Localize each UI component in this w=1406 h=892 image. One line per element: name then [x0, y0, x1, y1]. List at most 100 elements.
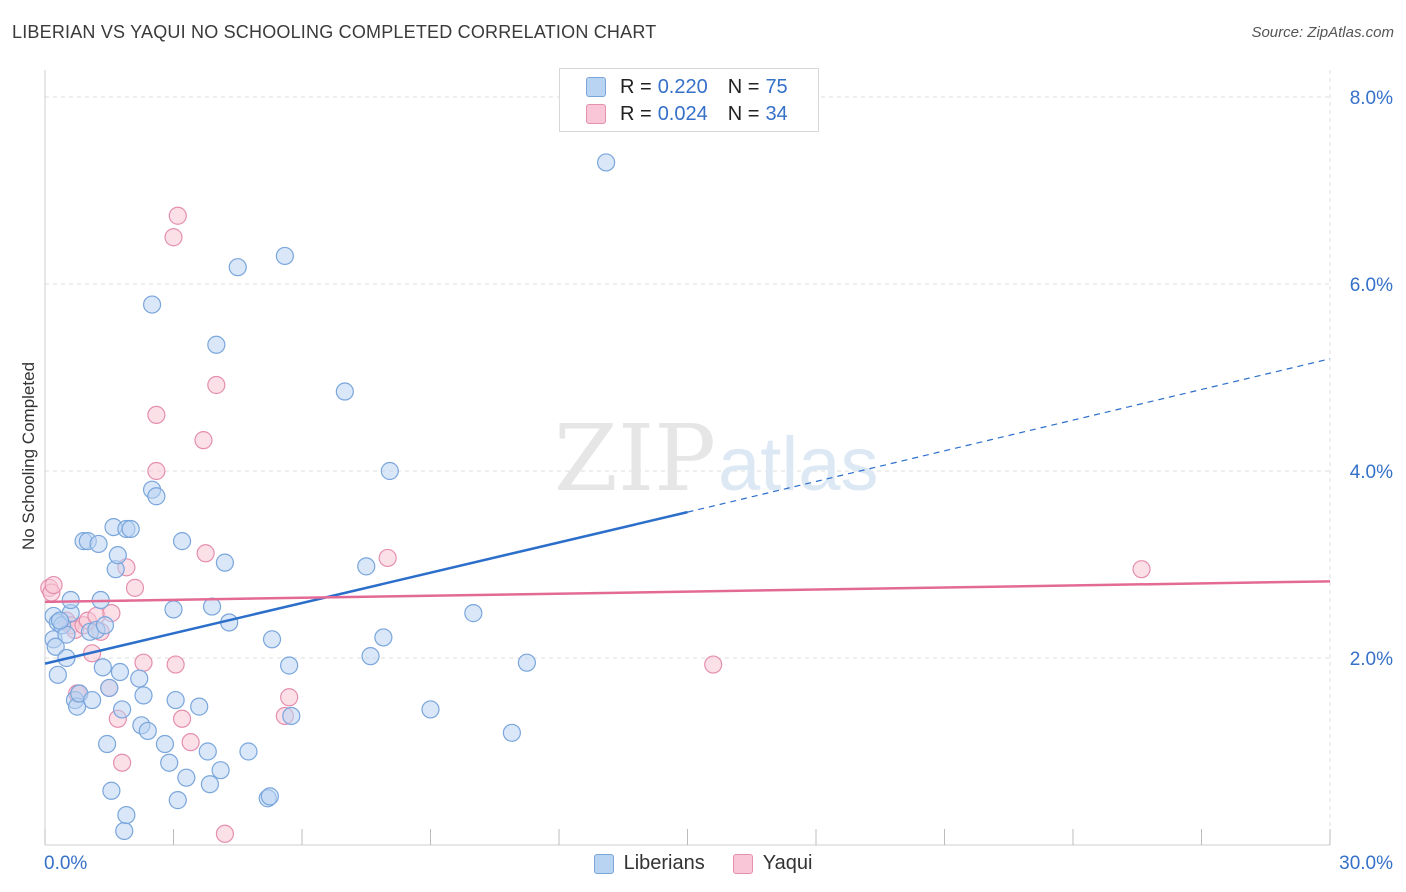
liberians-point: [190, 697, 209, 716]
liberians-point: [110, 662, 130, 682]
yaqui-point: [168, 206, 187, 225]
liberians-point: [228, 258, 247, 277]
liberians-point: [89, 534, 108, 554]
liberians-point: [502, 723, 521, 742]
axes: [44, 70, 1331, 846]
liberians-point: [260, 787, 279, 806]
liberians-point: [168, 791, 187, 810]
r-value: 0.024: [657, 102, 708, 125]
liberians-point: [335, 382, 354, 401]
yaqui-point: [147, 405, 166, 424]
liberians-point: [115, 821, 134, 841]
yaqui-swatch: [586, 104, 606, 124]
liberians-point: [421, 700, 440, 719]
liberians-point: [61, 590, 80, 610]
liberians-point: [357, 557, 376, 576]
x-tick-label-max: 30.0%: [1339, 853, 1393, 874]
liberians-point: [112, 700, 132, 719]
legend-item-yaqui[interactable]: Yaqui: [732, 852, 813, 875]
liberians-point: [155, 734, 175, 754]
yaqui-point: [164, 228, 183, 247]
series-legend: Liberians Yaqui: [0, 852, 1406, 875]
liberians-point: [95, 616, 115, 635]
n-label: N =: [727, 102, 760, 125]
stats-legend-row-yaqui: R = 0.024 N = 34: [586, 102, 788, 126]
liberians-point: [164, 600, 183, 619]
yaqui-point: [172, 709, 192, 728]
liberians-point: [130, 669, 149, 688]
y-tick-label: 8.0%: [1350, 88, 1393, 109]
stats-legend-row-liberians: R = 0.220 N = 75: [586, 75, 788, 99]
yaqui-point: [166, 655, 185, 674]
x-tick-label-min: 0.0%: [44, 853, 87, 874]
liberians-legend-swatch: [593, 853, 614, 874]
liberians-point: [50, 611, 70, 630]
liberians-swatch: [586, 77, 606, 97]
liberians-point: [83, 690, 102, 710]
liberians-point: [207, 335, 226, 354]
yaqui-trend-line: [44, 580, 1331, 604]
liberians-point: [147, 487, 166, 506]
liberians-point: [198, 742, 217, 761]
liberians-point: [102, 781, 121, 800]
yaqui-point: [181, 733, 200, 752]
liberians-point: [275, 246, 294, 266]
n-value: 34: [765, 102, 788, 125]
y-tick-label: 6.0%: [1350, 275, 1393, 296]
legend-label-yaqui: Yaqui: [762, 852, 813, 874]
liberians-point: [464, 604, 483, 623]
liberians-trend-extension: [687, 358, 1331, 513]
x-tick-labels: 0.0% 30.0%: [44, 853, 1393, 874]
liberians-point: [239, 742, 258, 761]
trend-lines: [44, 358, 1331, 665]
source-label: Source: ZipAtlas.com: [1251, 24, 1394, 41]
liberians-point: [160, 753, 179, 772]
liberians-point: [134, 686, 153, 705]
liberians-point: [200, 775, 220, 794]
legend-item-liberians[interactable]: Liberians: [593, 852, 705, 875]
yaqui-point: [207, 375, 226, 395]
y-tick-label: 2.0%: [1350, 649, 1393, 670]
r-value: 0.220: [657, 75, 708, 98]
liberians-point: [93, 658, 112, 677]
y-tick-label: 4.0%: [1350, 462, 1393, 483]
yaqui-legend-swatch: [732, 853, 753, 874]
stats-legend: R = 0.220 N = 75 R = 0.024 N = 34: [559, 68, 819, 132]
liberians-trend-line: [44, 510, 688, 665]
legend-label-liberians: Liberians: [623, 852, 705, 874]
watermark-atlas: atlas: [718, 422, 879, 507]
n-label: N =: [727, 75, 760, 98]
liberians-point: [121, 519, 140, 539]
yaqui-point: [44, 575, 63, 595]
liberians-point: [142, 295, 162, 314]
yaqui-point: [215, 824, 234, 843]
liberians-point: [597, 153, 616, 172]
liberians-point: [202, 597, 222, 616]
liberians-point: [108, 546, 127, 565]
r-label: R =: [620, 102, 652, 125]
liberians-point: [117, 805, 136, 825]
watermark-zip: ZIP: [554, 405, 716, 512]
yaqui-point: [125, 578, 145, 597]
yaqui-point: [134, 653, 153, 672]
yaqui-point: [194, 431, 213, 450]
watermark: ZIP atlas: [554, 405, 879, 512]
yaqui-point: [280, 688, 299, 707]
liberians-point: [282, 706, 301, 726]
yaqui-point: [147, 461, 166, 481]
liberians-point: [177, 768, 196, 787]
liberians-points: [44, 153, 616, 841]
n-value: 75: [765, 75, 788, 98]
liberians-point: [172, 532, 192, 551]
liberians-point: [517, 653, 536, 672]
yaqui-point: [1132, 560, 1151, 579]
y-tick-labels: 2.0% 4.0% 6.0% 8.0%: [1350, 88, 1393, 670]
yaqui-point: [112, 753, 132, 772]
liberians-point: [48, 665, 67, 684]
y-axis-label: No Schooling Completed: [19, 362, 38, 550]
liberians-point: [138, 721, 157, 741]
yaqui-point: [704, 655, 723, 674]
liberians-point: [361, 647, 380, 666]
liberians-point: [166, 690, 185, 710]
